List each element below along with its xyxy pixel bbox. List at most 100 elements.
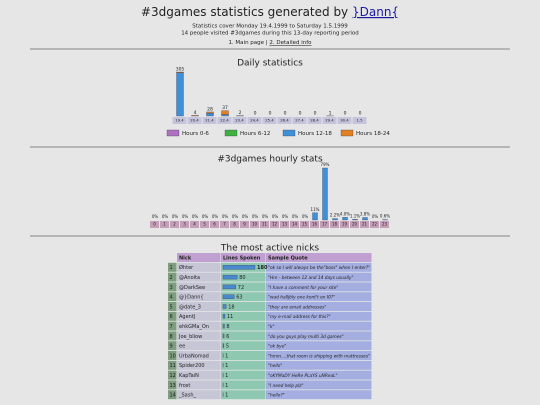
cell [168,390,177,400]
cell [221,321,266,331]
value-label: 79% [321,162,330,167]
value-label: 0% [182,214,189,219]
hour-label: 6 [213,222,216,227]
cell [177,370,221,380]
value-label: 0% [222,214,229,219]
total-label: 305 [176,67,185,73]
header-cell [177,253,221,262]
hour-label: 4 [193,222,196,227]
cell [266,351,372,360]
lines-count: 1 [225,353,228,359]
value-label: 0% [302,214,309,219]
total-label: 0 [299,111,302,117]
legend-swatch [224,129,238,137]
day-label: 30.4 [340,118,349,123]
hour-cell [270,221,279,228]
hour-label: 5 [203,222,206,227]
cell [221,370,266,380]
rank: 8 [170,334,173,340]
cell [266,262,372,272]
value-label: 0% [192,214,199,219]
cell [177,262,221,272]
cell [177,272,221,282]
cell [266,302,372,311]
page-title: #3dgames statistics generated by }Dann{ [141,5,399,19]
hour-label: 17 [322,222,328,227]
total-label: 37 [222,105,228,111]
cell [266,292,372,302]
rank: 2 [170,275,173,281]
quote: "k" [268,324,274,330]
cell [168,360,177,370]
cell [177,302,221,311]
legend-label: Hours 6-12 [240,131,270,137]
value-label: 0% [372,214,379,219]
cell [221,311,266,321]
hour-cell [300,221,309,228]
header-label: Sample Quote [268,255,308,261]
nick: @date_3 [179,304,201,310]
hour-label: 8 [233,222,236,227]
hour-cell [360,221,369,228]
total-label: 4 [194,110,197,116]
cell [168,282,177,292]
cell [221,331,266,341]
lines-bar [222,323,225,329]
hour-label: 7 [223,222,226,227]
lines-count: 1 [225,363,228,369]
hour-cell [320,221,329,228]
cell [221,292,266,302]
legend-swatch [166,129,180,137]
nick: Joe_bliow [178,334,202,340]
value-label: 0% [272,214,279,219]
lines-count: 5 [226,344,229,350]
hour-cell [310,221,319,228]
period-line: Statistics cover Monday 19.4.1999 to Sat… [192,24,348,30]
value-label: 1.1% [350,213,360,218]
lines-bar [222,333,225,339]
bar-segment [221,114,229,117]
day-label: 23.4 [235,118,244,123]
legend-swatch [282,129,296,137]
hour-cell [250,221,259,228]
value-label: 0% [152,214,159,219]
hour-cell [370,221,379,228]
header-cell [266,253,372,262]
nick: @}Dann{ [179,295,204,301]
lines-count: 72 [238,285,244,291]
value-label: 0% [232,214,239,219]
hour-label: 14 [292,222,298,227]
nick: @Anoita [179,275,200,281]
cell [177,292,221,302]
hour-cell [380,221,389,228]
legend-label: Hours 0-6 [182,131,209,137]
header-label: Nick [179,255,192,261]
cell [168,380,177,390]
cell [168,351,177,360]
nav-detail[interactable]: 2. Detailed info [269,40,312,46]
quote: "hello?" [268,393,285,399]
cell [221,302,266,311]
hour-cell [180,221,189,228]
cell [266,370,372,380]
nick: UrbaNomad [179,353,209,359]
cell [177,390,221,400]
quote: "they are email addresses" [268,304,326,310]
bar [352,219,358,221]
table-title: The most active nicks [220,244,320,254]
lines-count: 1 [225,393,228,399]
cell [177,360,221,370]
day-cell [262,117,277,124]
nick: frost [179,383,190,389]
nav-main[interactable]: 1. Main page | [228,40,267,46]
day-cell [322,117,337,124]
cell [168,292,177,302]
cell [168,321,177,331]
quote: "my e-mail address for this?" [268,314,331,320]
author-link[interactable]: }Dann{ [352,5,399,19]
day-label: 20.4 [190,118,199,123]
day-cell [247,117,262,124]
nick: AgentJ [179,314,195,320]
bar [362,217,368,221]
